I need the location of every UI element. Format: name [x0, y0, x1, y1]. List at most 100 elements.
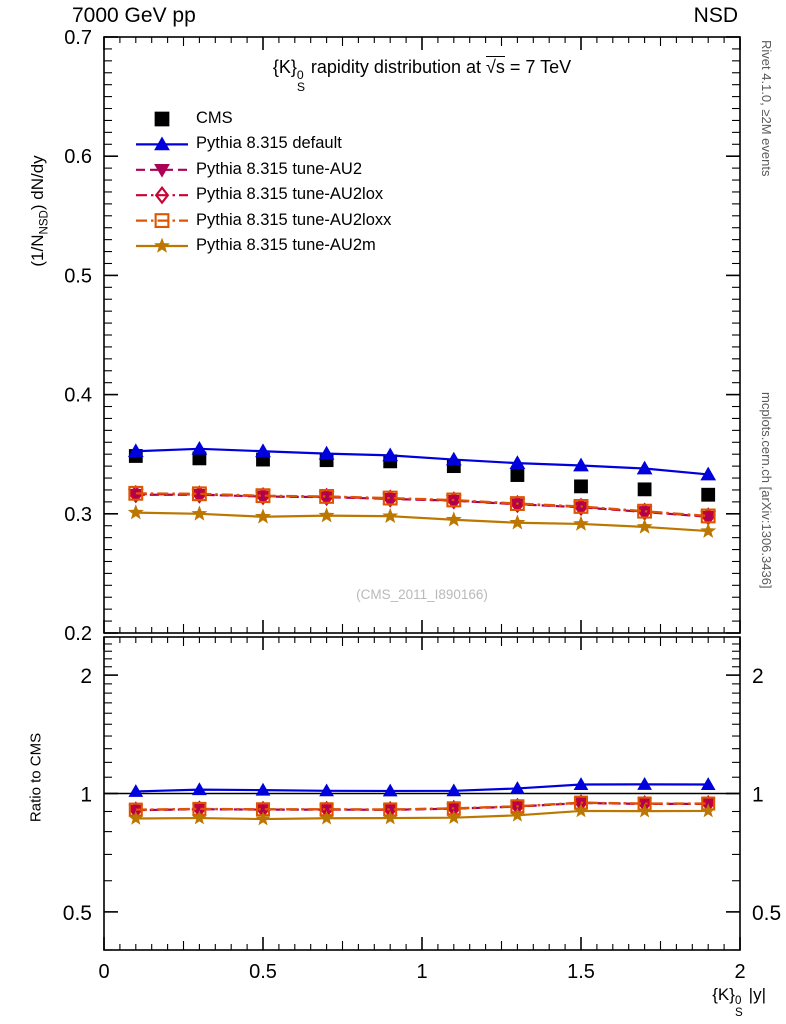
data-marker-triangle-up	[445, 451, 462, 466]
data-marker-triangle-up	[510, 781, 525, 794]
data-marker-triangle-up	[318, 445, 335, 460]
data-marker-triangle-up	[573, 777, 589, 790]
title-mid: rapidity distribution at	[305, 57, 486, 77]
ratio-y-tick-label-right: 0.5	[752, 902, 781, 925]
data-marker-square-open	[446, 492, 462, 508]
data-marker-star	[637, 803, 653, 818]
rivet-version-label: Rivet 4.1.0, ≥2M events	[759, 40, 774, 177]
y-tick-label: 0.4	[64, 385, 92, 407]
series-line	[135, 492, 709, 518]
ratio-series-pythia-8-315-tune-au2m	[128, 803, 716, 826]
series-line	[135, 511, 709, 533]
series-line	[135, 493, 709, 518]
legend-sample-pythia-8-315-tune-au2m[interactable]	[136, 237, 188, 253]
data-marker-diamond-open	[255, 486, 271, 506]
series-line	[135, 783, 709, 793]
legend-label-au2loxx: Pythia 8.315 tune-AU2loxx	[196, 210, 392, 229]
data-marker-square-open	[573, 498, 589, 514]
ratio-y-tick-label-right: 1	[752, 784, 764, 807]
data-marker-diamond-open	[510, 494, 525, 514]
data-marker-square-filled	[637, 482, 652, 497]
data-marker-triangle-up	[191, 440, 208, 455]
legend-sample-pythia-8-315-tune-au2lox[interactable]	[136, 185, 188, 205]
x-tick-label: 1	[416, 961, 427, 983]
header-right-label: NSD	[693, 4, 738, 27]
ratio-series-pythia-8-315-tune-au2	[128, 797, 716, 818]
y-tick-label: 0.6	[64, 146, 92, 168]
ratio-y-tick-label-right: 2	[752, 665, 764, 688]
legend-sample-pythia-8-315-tune-au2[interactable]	[136, 163, 188, 178]
xlabel-sup: 0	[734, 995, 742, 1007]
data-marker-diamond-open	[319, 487, 334, 507]
data-marker-star	[573, 515, 589, 531]
data-marker-star	[636, 518, 653, 534]
mcplots-source-label: mcplots.cern.ch [arXiv:1306.3436]	[759, 392, 774, 589]
data-marker-star	[382, 507, 399, 523]
y-tick-label: 0.7	[64, 27, 92, 49]
data-marker-star	[191, 505, 208, 521]
data-marker-star	[127, 504, 144, 520]
data-marker-square-open	[319, 488, 335, 504]
main-series-pythia-8-315-default	[127, 440, 717, 481]
data-marker-triangle-up	[255, 443, 271, 458]
data-marker-triangle-down	[154, 163, 170, 178]
legend-label-cms: CMS	[196, 109, 233, 127]
data-marker-triangle-up	[637, 777, 652, 790]
data-marker-triangle-up	[255, 782, 271, 796]
legend-sample-pythia-8-315-default[interactable]	[136, 136, 188, 151]
legend-label-au2lox: Pythia 8.315 tune-AU2lox	[196, 185, 384, 204]
data-marker-triangle-up	[382, 783, 398, 797]
data-marker-square-open	[637, 503, 653, 519]
title-sup: 0	[296, 68, 304, 82]
data-marker-square-open	[128, 485, 144, 501]
x-tick-label: 1.5	[567, 961, 595, 983]
ratio-y-tick-label: 0.5	[63, 902, 92, 925]
data-marker-diamond-open	[446, 491, 461, 510]
data-marker-square-open	[382, 490, 398, 506]
data-marker-star	[700, 522, 717, 538]
xlabel-suffix: |y|	[743, 985, 766, 1004]
legend-label-au2: Pythia 8.315 tune-AU2	[196, 159, 363, 178]
data-marker-triangle-up	[700, 777, 716, 790]
analysis-id-watermark: (CMS_2011_I890166)	[356, 587, 488, 602]
y-tick-label: 0.3	[64, 504, 92, 526]
ratio-y-tick-label: 2	[80, 665, 92, 688]
data-marker-star	[382, 810, 398, 825]
data-marker-triangle-up	[700, 466, 717, 481]
main-panel-frame	[103, 36, 741, 634]
data-marker-star	[255, 811, 271, 826]
legend-label-default: Pythia 8.315 default	[196, 134, 342, 153]
data-marker-square-filled	[154, 111, 170, 127]
data-marker-star	[154, 237, 170, 253]
xlabel-sub: S	[734, 1007, 743, 1019]
plot-title: {K} 0 S rapidity distribution at √s = 7 Te…	[104, 56, 740, 93]
series-line	[135, 447, 709, 476]
ratio-series-pythia-8-315-tune-au2loxx	[128, 795, 716, 817]
data-marker-triangle-up	[128, 784, 144, 797]
data-marker-triangle-up	[636, 460, 653, 475]
data-marker-star	[191, 810, 207, 825]
legend-label-au2m: Pythia 8.315 tune-AU2m	[196, 235, 376, 254]
data-marker-diamond-open	[192, 485, 207, 504]
main-series-pythia-8-315-tune-au2loxx	[128, 485, 716, 524]
data-marker-star	[509, 807, 525, 822]
x-tick-label: 2	[734, 961, 745, 983]
data-marker-diamond-open	[573, 497, 589, 517]
y-tick-label: 0.2	[64, 623, 92, 645]
title-suffix: = 7 TeV	[504, 57, 572, 77]
data-marker-square-open	[255, 488, 271, 504]
legend-sample-cms[interactable]	[154, 111, 170, 127]
data-marker-square-open	[154, 213, 170, 229]
data-marker-triangle-up	[127, 443, 144, 458]
data-marker-star	[573, 803, 589, 818]
legend-sample-pythia-8-315-tune-au2loxx[interactable]	[136, 213, 188, 229]
legend: CMS Pythia 8.315 default Pythia 8.315 tu…	[196, 110, 391, 262]
data-marker-triangle-up	[154, 136, 170, 151]
data-marker-square-open	[509, 496, 525, 511]
title-sub: S	[296, 80, 306, 94]
main-series-pythia-8-315-tune-au2m	[127, 504, 717, 538]
data-marker-star	[445, 511, 462, 527]
xlabel-prefix: {K}	[712, 985, 735, 1004]
data-marker-star	[319, 810, 335, 825]
